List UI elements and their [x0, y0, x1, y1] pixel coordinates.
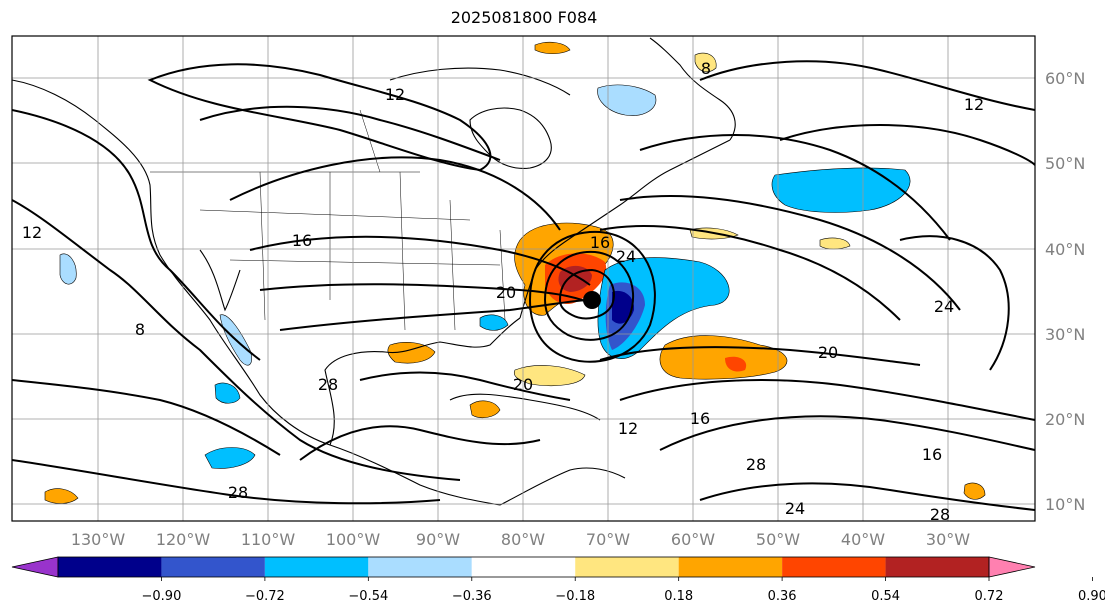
- contour-lines: [12, 60, 1035, 511]
- lon-label: 50°W: [756, 530, 800, 549]
- lon-label: 100°W: [326, 530, 381, 549]
- contour-label-20: 20: [818, 343, 838, 362]
- contour-label-12: 12: [385, 85, 405, 104]
- colorbar-swatch: [161, 557, 265, 577]
- colorbar-extension-max: [988, 556, 1036, 578]
- positive-anomaly-caribbean-2: [469, 400, 501, 419]
- positive-anomaly-caribbean: [513, 365, 586, 386]
- contour-label-28: 28: [318, 375, 338, 394]
- lon-label: 60°W: [671, 530, 715, 549]
- negative-anomaly-epac: [204, 447, 256, 469]
- negative-anomaly-northeast: [771, 167, 911, 213]
- map-border: [11, 35, 1036, 522]
- colorbar-swatch: [885, 557, 989, 577]
- negative-anomaly-mexico: [214, 382, 241, 404]
- positive-anomaly-greenland: [534, 41, 571, 55]
- colorbar-swatch: [58, 557, 162, 577]
- colorbar-tick-label: −0.90: [142, 589, 182, 604]
- contour-label-8b: 8: [701, 59, 711, 78]
- colorbar-tick-label: 0.54: [871, 589, 900, 604]
- contour-label-20b: 20: [513, 375, 533, 394]
- positive-anomaly-inner: [558, 265, 592, 292]
- lon-label: 90°W: [416, 530, 460, 549]
- map-title: 2025081800 F084: [450, 8, 598, 27]
- graticule: [12, 36, 1035, 521]
- contour-value-labels: 8 12 16 20 24 28 8 12 16 20 24 28 12 16 …: [22, 59, 984, 524]
- contour-label-16d: 16: [690, 409, 710, 428]
- colorbar-tick-label: −0.36: [452, 589, 492, 604]
- negative-anomaly-pacific: [59, 253, 77, 285]
- contour-label-28c: 28: [746, 455, 766, 474]
- lon-label: 80°W: [501, 530, 545, 549]
- colorbar: [11, 556, 1093, 581]
- lon-label: 120°W: [156, 530, 211, 549]
- lon-label: 40°W: [841, 530, 885, 549]
- contour-label-20c: 20: [496, 283, 516, 302]
- contour-label-8: 8: [135, 320, 145, 339]
- colorbar-tick-label: 0.90: [1078, 589, 1105, 604]
- lat-label: 30°N: [1045, 325, 1085, 344]
- positive-anomaly-atlantic: [819, 237, 851, 250]
- state-borders: [150, 109, 506, 331]
- contour-label-16b: 16: [922, 445, 942, 464]
- positive-anomaly-labrador-2: [694, 52, 717, 73]
- colorbar-tick-label: −0.18: [555, 589, 595, 604]
- positive-anomaly-gulf: [387, 342, 436, 364]
- colorbar-swatch: [678, 557, 783, 577]
- contour-label-16: 16: [590, 233, 610, 252]
- lon-label: 130°W: [71, 530, 126, 549]
- contour-label-12b: 12: [964, 95, 984, 114]
- contour-label-12c: 12: [22, 223, 42, 242]
- colorbar-outline: [57, 556, 990, 578]
- low-center-marker: [583, 291, 601, 309]
- negative-anomaly-labrador: [597, 84, 657, 116]
- colorbar-swatch: [575, 557, 679, 577]
- contour-label-28d: 28: [930, 505, 950, 524]
- positive-anomaly-east: [659, 335, 788, 380]
- negative-anomaly-gulf-east: [479, 314, 509, 331]
- contour-label-24b: 24: [785, 499, 805, 518]
- colorbar-swatch: [782, 557, 886, 577]
- lat-label: 10°N: [1045, 495, 1085, 514]
- map-content: 8 12 16 20 24 28 8 12 16 20 24 28 12 16 …: [12, 36, 1035, 524]
- lat-label: 60°N: [1045, 69, 1085, 88]
- positive-anomaly-east-core: [725, 356, 747, 372]
- colorbar-labels: −0.90 −0.72 −0.54 −0.36 −0.18 0.18 0.36 0.54 0.7…: [142, 589, 1105, 604]
- contour-label-16c: 16: [292, 231, 312, 250]
- contour-label-24: 24: [616, 247, 636, 266]
- colorbar-tick-label: −0.72: [245, 589, 285, 604]
- positive-anomaly-sw: [44, 488, 79, 504]
- lat-label: 20°N: [1045, 410, 1085, 429]
- lon-label: 30°W: [926, 530, 970, 549]
- negative-anomaly-inner: [612, 290, 635, 324]
- colorbar-extension-min: [11, 556, 59, 578]
- longitude-labels: 130°W 120°W 110°W 100°W 90°W 80°W 70°W 6…: [71, 530, 970, 549]
- colorbar-tick-label: 0.72: [975, 589, 1004, 604]
- contour-label-28b: 28: [228, 483, 248, 502]
- lat-label: 50°N: [1045, 154, 1085, 173]
- latitude-labels: 60°N 50°N 40°N 30°N 20°N 10°N: [1045, 69, 1085, 514]
- lon-label: 70°W: [586, 530, 630, 549]
- contour-label-12d: 12: [618, 419, 638, 438]
- colorbar-swatch: [368, 557, 472, 577]
- contour-label-24c: 24: [934, 297, 954, 316]
- colorbar-swatch: [471, 557, 576, 577]
- colorbar-tick-label: −0.54: [348, 589, 388, 604]
- lat-label: 40°N: [1045, 240, 1085, 259]
- positive-anomaly-se: [963, 482, 986, 500]
- lon-label: 110°W: [241, 530, 296, 549]
- colorbar-swatch: [264, 557, 369, 577]
- colorbar-tick-label: 0.36: [768, 589, 797, 604]
- colorbar-tick-label: 0.18: [664, 589, 693, 604]
